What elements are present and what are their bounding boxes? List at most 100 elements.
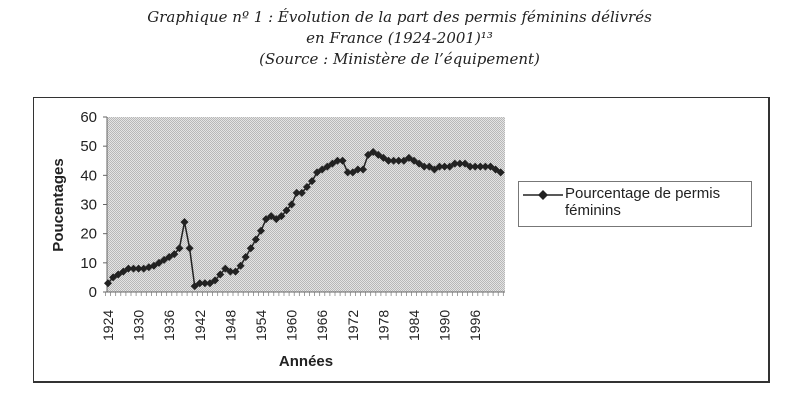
y-tick-label: 0 [89,284,97,301]
data-point [119,267,128,276]
data-point [328,159,337,168]
data-point [369,148,378,156]
data-point [435,162,444,171]
data-point [175,244,184,253]
data-point [190,282,199,291]
data-point [287,200,296,209]
data-point [338,156,347,165]
data-point [211,276,220,285]
data-point [170,250,179,259]
data-point [180,218,189,226]
x-tick-label: 1930 [131,310,147,341]
data-point [267,212,276,221]
data-point [466,162,475,171]
y-tick-label: 50 [80,138,97,155]
data-point [124,264,133,273]
y-tick-label: 40 [80,167,97,184]
chart-title-line-1: Graphique nº 1 : Évolution de la part de… [147,8,652,26]
data-point [129,264,138,273]
data-point [262,215,271,224]
x-tick-label: 1936 [161,310,177,341]
data-point [236,261,245,270]
data-point [251,235,260,244]
legend: Pourcentage de permis féminins [518,181,752,227]
data-point [185,244,194,253]
data-point [420,162,429,171]
data-point [496,168,505,177]
data-point [195,279,204,288]
data-point [323,162,332,171]
legend-label: Pourcentage de permis féminins [565,185,721,219]
data-point [149,261,158,270]
data-point [114,270,123,279]
data-point [445,162,454,171]
data-point [318,165,327,174]
data-point [104,279,112,288]
chart-frame [33,97,770,383]
legend-marker-icon [523,190,563,200]
data-point [415,159,424,168]
data-point [359,165,367,174]
data-point [364,150,373,159]
data-point [384,156,393,165]
data-point [277,212,286,221]
data-point [206,279,214,288]
x-tick-label: 1924 [100,310,116,341]
y-tick-label: 10 [80,255,97,272]
data-point [450,159,459,168]
data-point [389,156,398,165]
x-tick-label: 1996 [467,310,483,341]
x-tick-label: 1954 [253,310,269,341]
data-point [246,244,255,253]
data-point [216,270,225,279]
data-point [272,215,281,224]
data-point [221,264,230,273]
data-point [430,165,439,174]
data-point [297,188,306,197]
data-point [165,253,174,261]
data-point [313,168,322,177]
x-tick-label: 1966 [314,310,330,341]
data-point [394,156,403,165]
data-point [343,168,352,177]
x-tick-label: 1990 [437,310,453,341]
x-axis-label: Années [279,353,333,370]
data-point [282,206,291,215]
data-point [471,162,480,171]
data-point [302,183,311,191]
data-point [399,156,408,165]
x-tick-label: 1960 [284,310,300,341]
data-point [241,253,250,261]
data-point [410,156,418,165]
x-tick-label: 1942 [192,310,208,341]
y-tick-label: 20 [80,226,97,243]
x-tick-label: 1984 [406,310,422,341]
data-point [353,165,362,174]
data-point [491,165,500,174]
data-point [455,159,464,168]
y-axis-label: Poucentages [50,158,67,251]
data-point [348,168,357,177]
data-point [404,153,413,162]
chart-source: (Source : Ministère de l’équipement) [259,50,540,68]
x-tick-label: 1948 [222,310,238,341]
data-point [292,188,301,197]
data-point [308,177,316,186]
data-point [231,267,240,276]
data-point [160,255,169,264]
data-point [461,159,469,168]
data-point [425,162,434,171]
data-point [374,150,383,159]
chart-title-line-2: en France (1924-2001)¹³ [306,29,493,47]
x-tick-label: 1978 [375,310,391,341]
x-tick-label: 1972 [345,310,361,341]
data-point [481,162,490,171]
data-point [379,153,388,162]
data-point [134,264,143,273]
y-tick-label: 60 [80,109,97,126]
data-point [109,273,118,282]
data-point [257,226,265,235]
plot-area [107,117,505,292]
data-point [226,267,235,276]
